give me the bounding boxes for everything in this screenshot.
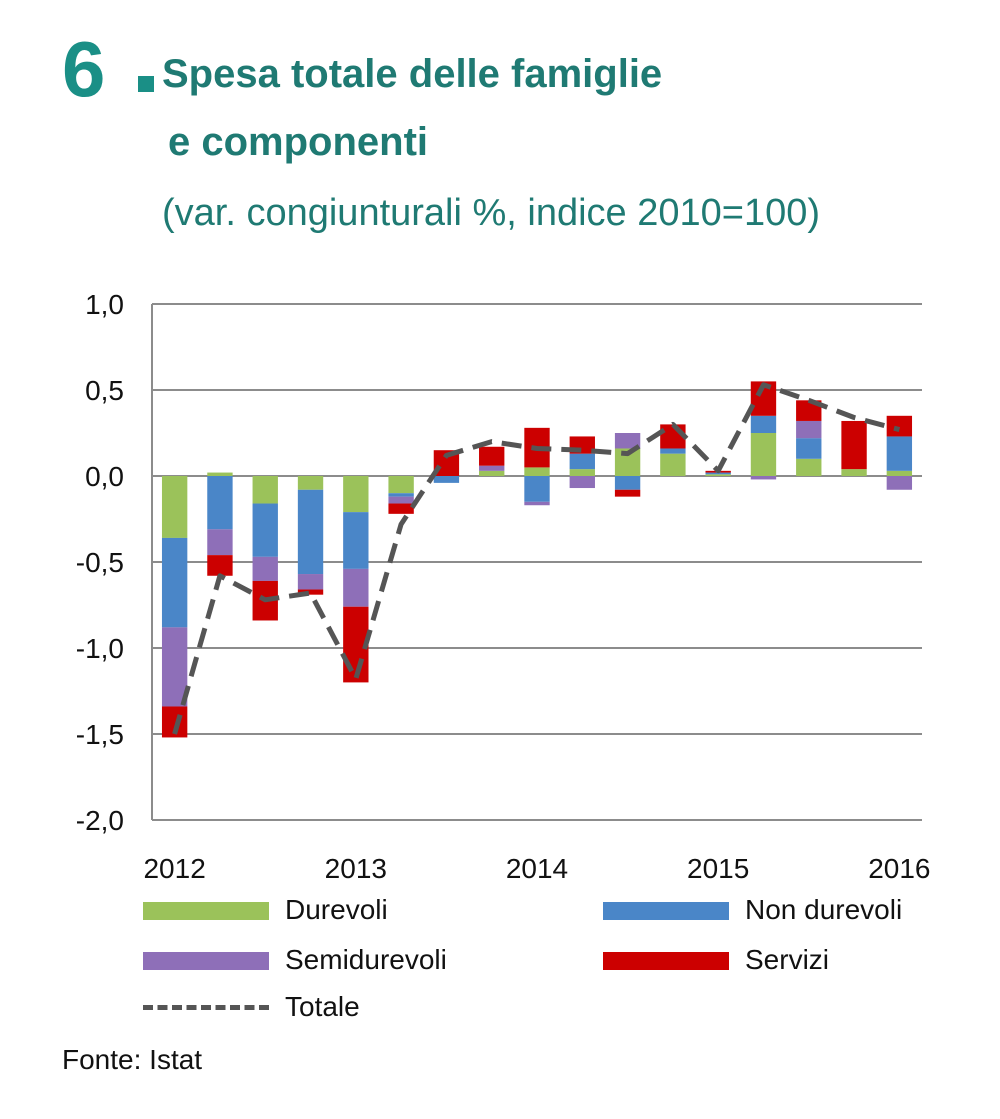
bar-segment-durevoli xyxy=(841,469,867,476)
bar-segment-semidurevoli xyxy=(207,529,233,556)
x-tick-label: 2012 xyxy=(143,853,205,884)
chart-legend: Durevoli Non durevoli Semidurevoli Servi… xyxy=(0,890,1000,1030)
bar-segment-servizi xyxy=(841,420,867,470)
bar-segment-non-durevoli xyxy=(614,476,641,490)
bar-segment-semidurevoli xyxy=(614,433,641,449)
bar-segment-servizi xyxy=(479,446,505,466)
chart-title-line1: Spesa totale delle famiglie xyxy=(162,52,663,96)
legend-swatch-semidurevoli xyxy=(143,952,269,970)
x-tick-label: 2014 xyxy=(506,853,568,884)
bar-segment-durevoli xyxy=(750,433,777,476)
bar-segment-semidurevoli xyxy=(569,476,595,489)
bar-segment-servizi xyxy=(388,503,414,514)
bar-segment-durevoli xyxy=(207,472,233,476)
bar-segment-durevoli xyxy=(796,458,822,476)
bar-segment-non-durevoli xyxy=(161,537,188,628)
x-tick-label: 2015 xyxy=(687,853,749,884)
bar-segment-non-durevoli xyxy=(796,438,822,459)
chart-subtitle: (var. congiunturali %, indice 2010=100) xyxy=(162,192,821,234)
legend-label-non-durevoli: Non durevoli xyxy=(745,894,903,925)
bar-segment-semidurevoli xyxy=(750,476,777,480)
bar-segment-servizi xyxy=(614,489,641,497)
bar-segment-non-durevoli xyxy=(297,489,324,575)
x-tick-label: 2013 xyxy=(325,853,387,884)
bar-segment-semidurevoli xyxy=(886,476,913,490)
y-tick-label: 1,0 xyxy=(85,289,124,320)
bar-segment-semidurevoli xyxy=(524,501,550,506)
bar-segment-semidurevoli xyxy=(252,556,278,581)
legend-label-totale: Totale xyxy=(285,991,360,1022)
bar-segment-servizi xyxy=(297,589,324,595)
figure-number: 6 xyxy=(62,25,106,113)
total-line xyxy=(172,382,901,735)
bar-segment-durevoli xyxy=(660,453,686,476)
y-tick-label: 0,0 xyxy=(85,461,124,492)
y-tick-label: -1,0 xyxy=(76,633,124,664)
bar-segment-servizi xyxy=(796,400,822,421)
bar-segment-durevoli xyxy=(388,476,414,494)
bar-segment-non-durevoli xyxy=(886,436,913,471)
bar-segment-servizi xyxy=(886,415,913,437)
bar-segment-non-durevoli xyxy=(524,476,550,502)
bar-segment-semidurevoli xyxy=(479,465,505,471)
bar-segment-durevoli xyxy=(161,476,188,538)
x-tick-label: 2016 xyxy=(868,853,930,884)
bar-segment-durevoli xyxy=(705,474,731,476)
y-tick-label: 0,5 xyxy=(85,375,124,406)
bar-segment-non-durevoli xyxy=(252,503,278,557)
bar-segment-semidurevoli xyxy=(161,627,188,707)
bar-segment-semidurevoli xyxy=(388,496,414,504)
y-tick-label: -1,5 xyxy=(76,719,124,750)
bar-segment-non-durevoli xyxy=(343,512,369,569)
bar-segment-servizi xyxy=(207,555,233,576)
legend-swatch-non-durevoli xyxy=(603,902,729,920)
y-tick-label: -0,5 xyxy=(76,547,124,578)
bar-segment-durevoli xyxy=(297,476,324,490)
bar-segment-durevoli xyxy=(886,470,913,476)
bar-segment-non-durevoli xyxy=(433,476,460,483)
bar-segment-non-durevoli xyxy=(750,415,777,433)
bar-segment-non-durevoli xyxy=(207,476,233,530)
chart-title-line2: e componenti xyxy=(168,120,429,164)
bar-segment-durevoli xyxy=(524,467,550,476)
chart-header: 6 Spesa totale delle famiglie e componen… xyxy=(62,24,982,254)
bar-segment-durevoli xyxy=(569,469,595,476)
legend-line-totale xyxy=(143,1005,269,1010)
bar-segment-non-durevoli xyxy=(660,448,686,454)
bar-segment-durevoli xyxy=(479,470,505,476)
bar-segment-non-durevoli xyxy=(388,493,414,497)
legend-swatch-durevoli xyxy=(143,902,269,920)
legend-label-durevoli: Durevoli xyxy=(285,894,388,925)
source-note: Fonte: Istat xyxy=(62,1044,203,1075)
bar-segment-semidurevoli xyxy=(343,568,369,607)
bar-segment-durevoli xyxy=(343,476,369,513)
bar-segment-durevoli xyxy=(252,476,278,504)
bar-segment-semidurevoli xyxy=(297,574,324,590)
y-tick-label: -2,0 xyxy=(76,805,124,836)
stacked-bar-chart: 1,0 0,5 0,0 -0,5 -1,0 -1,5 -2,0 2012 2013 2014 201… xyxy=(76,289,931,884)
legend-swatch-servizi xyxy=(603,952,729,970)
legend-label-semidurevoli: Semidurevoli xyxy=(285,944,447,975)
bar-segment-non-durevoli xyxy=(705,472,731,475)
legend-label-servizi: Servizi xyxy=(745,944,830,975)
bar-segment-non-durevoli xyxy=(569,453,595,470)
bar-segment-semidurevoli xyxy=(796,420,822,439)
figure-number-dot xyxy=(138,76,154,92)
